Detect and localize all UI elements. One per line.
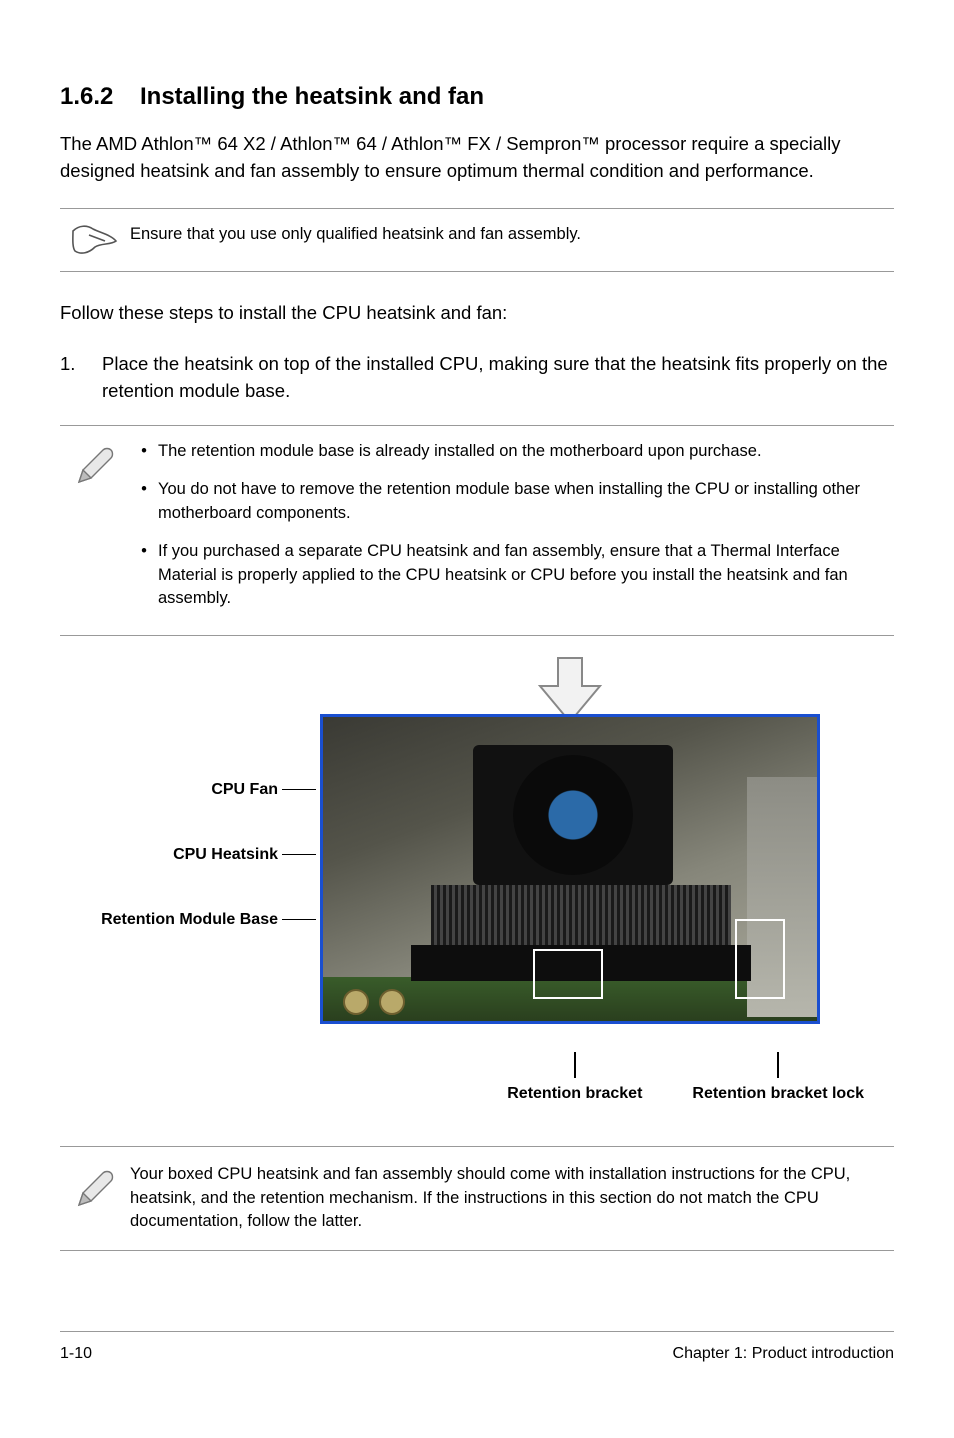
list-item: •If you purchased a separate CPU heatsin… — [130, 540, 894, 612]
intro-paragraph: The AMD Athlon™ 64 X2 / Athlon™ 64 / Ath… — [60, 131, 894, 185]
hand-point-icon — [60, 223, 130, 257]
bullet-text: You do not have to remove the retention … — [158, 478, 894, 526]
photo-frame — [320, 714, 820, 1024]
footnote-text: Your boxed CPU heatsink and fan assembly… — [130, 1163, 894, 1235]
info-note: •The retention module base is already in… — [60, 425, 894, 637]
step-1: 1. Place the heatsink on top of the inst… — [60, 351, 894, 405]
bullet-text: If you purchased a separate CPU heatsink… — [158, 540, 894, 612]
label-retention-base: Retention Module Base — [101, 908, 278, 931]
section-heading: 1.6.2Installing the heatsink and fan — [60, 80, 894, 115]
page-number: 1-10 — [60, 1342, 92, 1365]
pencil-icon — [60, 440, 130, 626]
label-cpu-fan: CPU Fan — [211, 778, 278, 801]
page-footer: 1-10 Chapter 1: Product introduction — [60, 1331, 894, 1365]
bullet-text: The retention module base is already ins… — [158, 440, 762, 464]
pencil-icon — [60, 1163, 130, 1235]
warning-note: Ensure that you use only qualified heats… — [60, 208, 894, 272]
chapter-label: Chapter 1: Product introduction — [673, 1342, 894, 1365]
section-number: 1.6.2 — [60, 80, 140, 115]
list-item: •The retention module base is already in… — [130, 440, 894, 464]
label-retention-bracket: Retention bracket — [507, 1082, 642, 1105]
label-cpu-heatsink: CPU Heatsink — [173, 843, 278, 866]
diagram-bottom-labels: Retention bracket Retention bracket lock — [60, 1052, 864, 1105]
warning-text: Ensure that you use only qualified heats… — [130, 223, 581, 247]
bullet-list: •The retention module base is already in… — [130, 440, 894, 626]
list-item: •You do not have to remove the retention… — [130, 478, 894, 526]
lead-text: Follow these steps to install the CPU he… — [60, 300, 894, 327]
step-number: 1. — [60, 351, 102, 405]
step-text: Place the heatsink on top of the install… — [102, 351, 894, 405]
label-retention-bracket-lock: Retention bracket lock — [692, 1082, 864, 1105]
footnote-block: Your boxed CPU heatsink and fan assembly… — [60, 1146, 894, 1252]
diagram-photo — [320, 664, 820, 1044]
section-title: Installing the heatsink and fan — [140, 83, 484, 110]
installation-diagram: CPU Fan CPU Heatsink Retention Module Ba… — [60, 664, 894, 1044]
diagram-side-labels: CPU Fan CPU Heatsink Retention Module Ba… — [60, 778, 320, 932]
